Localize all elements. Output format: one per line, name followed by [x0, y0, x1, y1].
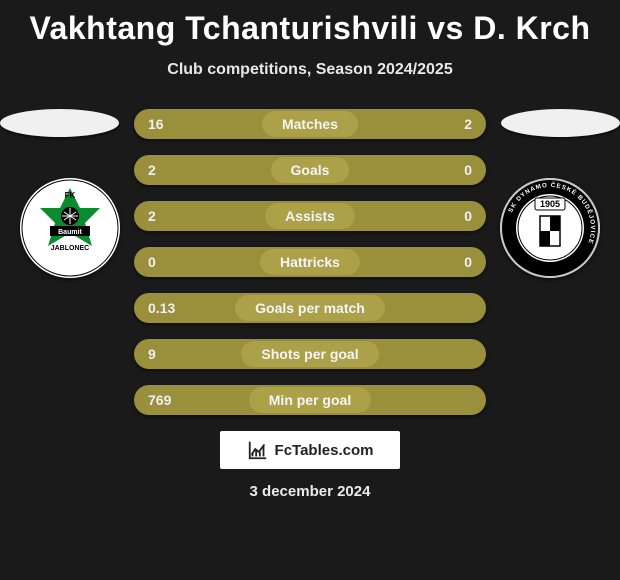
stat-right-value: 0	[464, 254, 472, 270]
stat-left-value: 0.13	[148, 300, 175, 316]
stat-row: 0 Hattricks 0	[134, 247, 486, 277]
watermark-text: FcTables.com	[275, 442, 374, 459]
stat-row: 769 Min per goal	[134, 385, 486, 415]
flag-right	[501, 109, 620, 137]
stat-left-value: 0	[148, 254, 156, 270]
logo-right-year: 1905	[540, 199, 560, 209]
stat-left-value: 769	[148, 392, 171, 408]
stat-row: 16 Matches 2	[134, 109, 486, 139]
subtitle: Club competitions, Season 2024/2025	[0, 61, 620, 79]
page-title: Vakhtang Tchanturishvili vs D. Krch	[0, 0, 620, 47]
comparison-panel: FK Baumit JABLONEC 1905 SK DYNAMO ČESKÉ …	[0, 109, 620, 500]
stat-bars: 16 Matches 2 2 Goals 0 2 Assists 0 0 Hat…	[134, 109, 486, 415]
stat-row: 2 Goals 0	[134, 155, 486, 185]
stat-label: Goals	[271, 157, 350, 183]
stat-right-value: 0	[464, 162, 472, 178]
stat-label: Hattricks	[260, 249, 360, 275]
stat-right-value: 0	[464, 208, 472, 224]
chart-icon	[247, 439, 269, 461]
logo-left-text-bottom: JABLONEC	[51, 245, 90, 252]
stat-row: 2 Assists 0	[134, 201, 486, 231]
logo-left-text-mid: Baumit	[58, 229, 82, 236]
stat-right-value: 2	[464, 116, 472, 132]
stat-left-value: 2	[148, 162, 156, 178]
club-logo-left: FK Baumit JABLONEC	[20, 178, 120, 278]
date: 3 december 2024	[0, 483, 620, 500]
stat-row: 0.13 Goals per match	[134, 293, 486, 323]
stat-label: Goals per match	[235, 295, 385, 321]
club-logo-right: 1905 SK DYNAMO ČESKÉ BUDĚJOVICE	[500, 178, 600, 278]
stat-left-value: 2	[148, 208, 156, 224]
stat-label: Shots per goal	[241, 341, 378, 367]
stat-label: Min per goal	[249, 387, 371, 413]
watermark[interactable]: FcTables.com	[220, 431, 400, 469]
dynamo-cb-icon: 1905 SK DYNAMO ČESKÉ BUDĚJOVICE	[500, 178, 600, 278]
fk-jablonec-icon: FK Baumit JABLONEC	[20, 178, 120, 278]
stat-label: Matches	[262, 111, 358, 137]
stat-label: Assists	[265, 203, 355, 229]
logo-left-text-top: FK	[65, 191, 76, 200]
stat-left-value: 9	[148, 346, 156, 362]
stat-row: 9 Shots per goal	[134, 339, 486, 369]
flag-left	[0, 109, 119, 137]
stat-left-value: 16	[148, 116, 164, 132]
